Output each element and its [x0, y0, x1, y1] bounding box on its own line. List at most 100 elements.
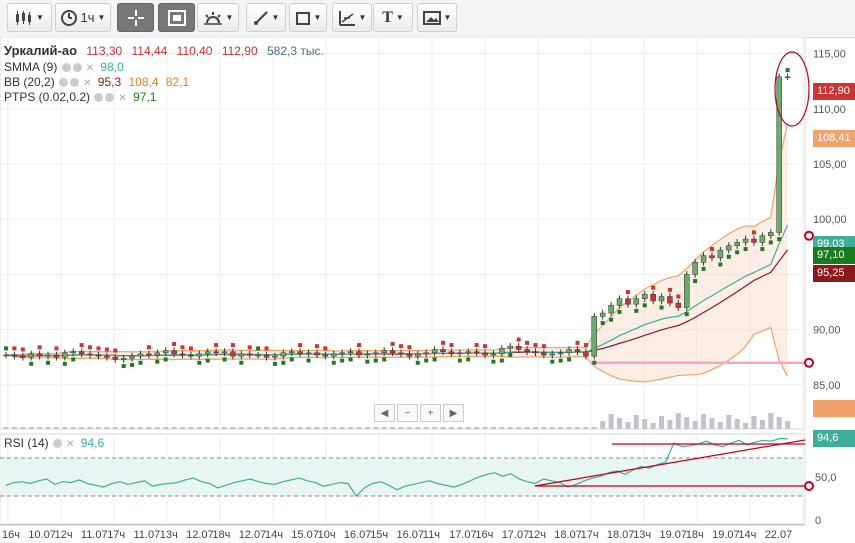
indicators-icon [203, 11, 223, 25]
candle-body [465, 351, 471, 354]
ptps-dot [155, 359, 160, 364]
ptps-dot [138, 360, 143, 365]
ptps-dot [659, 305, 664, 310]
candle-body [431, 349, 438, 354]
volume-bar [87, 427, 93, 429]
scroll-right-button[interactable]: ▶ [443, 404, 464, 422]
line-tool-button[interactable]: ▼ [246, 3, 286, 32]
snapshot-button[interactable]: ▼ [417, 3, 457, 32]
volume-bar [583, 427, 589, 429]
volume-bar [448, 427, 454, 429]
ptps-dot [508, 353, 513, 358]
interval-button[interactable]: 1ч ▼ [55, 3, 111, 32]
volume-bar [734, 419, 740, 429]
ptps-dot [592, 360, 597, 365]
eye-icon[interactable] [61, 63, 71, 73]
text-tool-button[interactable]: T ▼ [373, 3, 413, 32]
time-label: 17.07 [502, 529, 530, 541]
zoom-out-button[interactable]: − [397, 404, 418, 422]
close-icon[interactable]: ✕ [85, 63, 95, 74]
time-label: 12.07 [186, 529, 214, 541]
volume-bar [457, 427, 463, 429]
zoom-in-button[interactable]: + [420, 404, 441, 422]
volume-bar [289, 427, 295, 429]
volume-bar [53, 427, 59, 429]
ptps-dot [735, 250, 740, 255]
time-label: 11ч [423, 529, 440, 541]
ptps-dot [163, 357, 168, 362]
close-icon[interactable]: ✕ [83, 78, 92, 89]
ptps-dot [676, 294, 681, 299]
scroll-left-button[interactable]: ◀ [374, 404, 395, 422]
ptps-dot [449, 343, 454, 348]
volume-bar [121, 427, 127, 429]
candle-body [179, 353, 186, 356]
volume-bar [306, 427, 312, 429]
volume-bar [179, 427, 185, 429]
ptps-dot [777, 237, 782, 242]
eye-icon[interactable] [94, 93, 104, 103]
time-label: 13ч [633, 529, 651, 541]
volume-bar [70, 427, 76, 429]
volume-bar [188, 427, 194, 429]
close-price-label: 112,90 [813, 83, 855, 100]
ptps-dot [356, 343, 361, 348]
chart-area[interactable]: 115,00110,00105,00100,0095,0090,0085,005… [0, 37, 855, 543]
bb-low-value: 82,1 [165, 75, 190, 89]
candle-body [162, 350, 169, 354]
time-label: 15ч [370, 529, 388, 541]
ptps-dot [525, 340, 530, 345]
candle-body [314, 352, 320, 356]
chart-type-button[interactable]: ▼ [7, 3, 52, 32]
close-icon[interactable]: ✕ [66, 439, 75, 450]
volume-bar [743, 423, 749, 429]
scale-button[interactable] [158, 3, 195, 32]
gear-icon[interactable] [105, 93, 115, 103]
volume-bar [272, 427, 278, 429]
gear-icon[interactable] [72, 63, 82, 73]
volume-bar [524, 427, 530, 429]
close-icon[interactable]: ✕ [118, 93, 127, 104]
crosshair-button[interactable] [117, 3, 154, 32]
candle-body [557, 352, 564, 355]
symbol-name: Уркалий-ао [4, 43, 78, 58]
gear-icon[interactable] [70, 78, 80, 88]
indicators-button[interactable]: ▼ [197, 3, 239, 32]
candle-body [280, 352, 287, 357]
ptps-dot [718, 262, 723, 267]
candle-body [524, 349, 530, 352]
candle-body [36, 353, 43, 357]
volume-bar [726, 415, 732, 429]
volume-bar [768, 413, 774, 429]
ptps-dot [768, 240, 773, 245]
ptps-dot [550, 359, 555, 364]
ptps-dot [567, 357, 572, 362]
volume-bar [642, 419, 648, 429]
candle-body [591, 316, 598, 357]
rsi-value: 94,6 [80, 436, 105, 450]
ptps-dot [441, 340, 446, 345]
time-label: 17ч [581, 529, 599, 541]
candle-body [532, 351, 539, 354]
candle-body [204, 351, 211, 355]
shape-tool-button[interactable]: ▼ [289, 3, 327, 32]
candle-body [440, 349, 446, 352]
candle-body [272, 355, 278, 358]
candle-body [188, 354, 194, 357]
fib-tool-button[interactable]: ▼ [332, 3, 372, 32]
volume-bar [667, 420, 673, 429]
candle-body [633, 298, 640, 305]
volume-bar [154, 427, 160, 429]
ptps-dot [600, 320, 605, 325]
ptps-dot [348, 357, 353, 362]
legend-volume: 582,3 тыс. [266, 44, 324, 58]
volume-bar [163, 427, 169, 429]
volume-bar [3, 427, 9, 429]
volume-bar [415, 427, 421, 429]
gear-icon[interactable] [53, 439, 63, 449]
candle-body [507, 345, 514, 349]
eye-icon[interactable] [59, 78, 69, 88]
ptps-dot [651, 285, 656, 290]
candle-body [322, 354, 329, 357]
time-label: 12ч [55, 529, 73, 541]
